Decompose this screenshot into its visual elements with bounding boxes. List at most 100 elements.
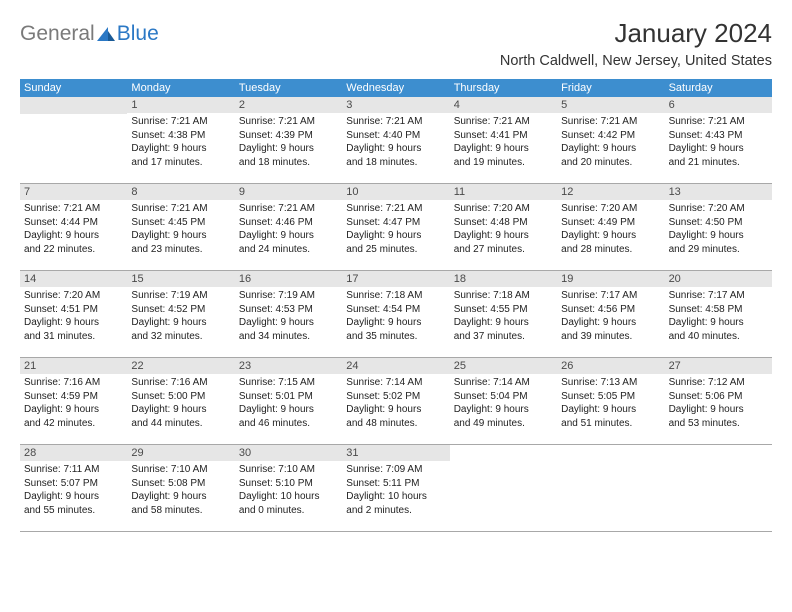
week-row: 7Sunrise: 7:21 AMSunset: 4:44 PMDaylight… xyxy=(20,184,772,271)
day-cell: 13Sunrise: 7:20 AMSunset: 4:50 PMDayligh… xyxy=(665,184,772,270)
day-info-line: Sunset: 4:58 PM xyxy=(669,303,768,317)
day-info-line: and 20 minutes. xyxy=(561,156,660,170)
header: General Blue January 2024 North Caldwell… xyxy=(20,18,772,69)
day-info-line: Sunrise: 7:12 AM xyxy=(669,376,768,390)
day-cell: 28Sunrise: 7:11 AMSunset: 5:07 PMDayligh… xyxy=(20,445,127,531)
day-number: 14 xyxy=(20,271,127,287)
day-info-line: Daylight: 9 hours xyxy=(131,490,230,504)
logo-general: General xyxy=(20,22,95,46)
day-info-line: Sunrise: 7:14 AM xyxy=(346,376,445,390)
day-info-line: Daylight: 9 hours xyxy=(346,229,445,243)
day-info-line: Daylight: 9 hours xyxy=(239,229,338,243)
day-cell: 30Sunrise: 7:10 AMSunset: 5:10 PMDayligh… xyxy=(235,445,342,531)
day-info-line: Sunrise: 7:21 AM xyxy=(454,115,553,129)
day-cell: 20Sunrise: 7:17 AMSunset: 4:58 PMDayligh… xyxy=(665,271,772,357)
day-number: 31 xyxy=(342,445,449,461)
day-number: 28 xyxy=(20,445,127,461)
day-cell: 7Sunrise: 7:21 AMSunset: 4:44 PMDaylight… xyxy=(20,184,127,270)
day-info-line: Sunset: 5:11 PM xyxy=(346,477,445,491)
day-info-line: Sunset: 5:02 PM xyxy=(346,390,445,404)
day-cell: 24Sunrise: 7:14 AMSunset: 5:02 PMDayligh… xyxy=(342,358,449,444)
day-info-line: Daylight: 9 hours xyxy=(561,316,660,330)
day-info-line: and 42 minutes. xyxy=(24,417,123,431)
day-number: 11 xyxy=(450,184,557,200)
day-number: 17 xyxy=(342,271,449,287)
day-cell: 1Sunrise: 7:21 AMSunset: 4:38 PMDaylight… xyxy=(127,97,234,183)
day-cell: 18Sunrise: 7:18 AMSunset: 4:55 PMDayligh… xyxy=(450,271,557,357)
day-info-line: Sunset: 4:51 PM xyxy=(24,303,123,317)
day-info-line: Sunset: 4:49 PM xyxy=(561,216,660,230)
day-info-line: Sunrise: 7:14 AM xyxy=(454,376,553,390)
day-info-line: Sunset: 5:01 PM xyxy=(239,390,338,404)
day-cell: 6Sunrise: 7:21 AMSunset: 4:43 PMDaylight… xyxy=(665,97,772,183)
day-info-line: Sunrise: 7:21 AM xyxy=(239,202,338,216)
day-info-line: and 18 minutes. xyxy=(346,156,445,170)
day-info-line: Daylight: 9 hours xyxy=(24,229,123,243)
day-cell xyxy=(20,97,127,183)
day-info-line: and 48 minutes. xyxy=(346,417,445,431)
day-number: 24 xyxy=(342,358,449,374)
day-info-line: and 53 minutes. xyxy=(669,417,768,431)
day-info-line: Sunset: 4:55 PM xyxy=(454,303,553,317)
day-info-line: Sunrise: 7:20 AM xyxy=(454,202,553,216)
day-info-line: Sunrise: 7:18 AM xyxy=(454,289,553,303)
day-info-line: and 28 minutes. xyxy=(561,243,660,257)
month-title: January 2024 xyxy=(500,18,772,49)
day-info-line: and 37 minutes. xyxy=(454,330,553,344)
day-number: 10 xyxy=(342,184,449,200)
day-cell: 31Sunrise: 7:09 AMSunset: 5:11 PMDayligh… xyxy=(342,445,449,531)
day-info-line: Sunset: 4:40 PM xyxy=(346,129,445,143)
day-info-line: Sunset: 4:56 PM xyxy=(561,303,660,317)
day-info-line: and 21 minutes. xyxy=(669,156,768,170)
day-info-line: Sunset: 4:53 PM xyxy=(239,303,338,317)
week-row: 28Sunrise: 7:11 AMSunset: 5:07 PMDayligh… xyxy=(20,445,772,532)
day-info-line: Daylight: 10 hours xyxy=(239,490,338,504)
day-info-line: and 17 minutes. xyxy=(131,156,230,170)
day-info-line: and 29 minutes. xyxy=(669,243,768,257)
day-cell: 21Sunrise: 7:16 AMSunset: 4:59 PMDayligh… xyxy=(20,358,127,444)
day-info-line: Sunset: 5:04 PM xyxy=(454,390,553,404)
day-info-line: Sunset: 4:45 PM xyxy=(131,216,230,230)
day-info-line: Sunrise: 7:15 AM xyxy=(239,376,338,390)
day-info-line: Daylight: 9 hours xyxy=(239,142,338,156)
day-info-line: Sunset: 5:06 PM xyxy=(669,390,768,404)
day-info-line: Sunset: 4:52 PM xyxy=(131,303,230,317)
day-info-line: Sunrise: 7:19 AM xyxy=(131,289,230,303)
day-info-line: and 55 minutes. xyxy=(24,504,123,518)
day-info-line: and 31 minutes. xyxy=(24,330,123,344)
day-info-line: and 40 minutes. xyxy=(669,330,768,344)
day-info-line: Sunrise: 7:21 AM xyxy=(346,202,445,216)
day-number: 7 xyxy=(20,184,127,200)
day-number: 30 xyxy=(235,445,342,461)
day-info-line: Daylight: 9 hours xyxy=(239,316,338,330)
day-info-line: Sunrise: 7:19 AM xyxy=(239,289,338,303)
day-number: 8 xyxy=(127,184,234,200)
day-info-line: and 22 minutes. xyxy=(24,243,123,257)
day-info-line: Daylight: 9 hours xyxy=(131,142,230,156)
day-info-line: Sunset: 5:05 PM xyxy=(561,390,660,404)
day-info-line: Sunrise: 7:09 AM xyxy=(346,463,445,477)
day-info-line: Daylight: 9 hours xyxy=(561,142,660,156)
day-info-line: Daylight: 9 hours xyxy=(346,316,445,330)
day-cell: 15Sunrise: 7:19 AMSunset: 4:52 PMDayligh… xyxy=(127,271,234,357)
day-info-line: Sunset: 4:54 PM xyxy=(346,303,445,317)
day-info-line: Daylight: 9 hours xyxy=(24,316,123,330)
day-info-line: and 58 minutes. xyxy=(131,504,230,518)
weekday-mon: Monday xyxy=(127,79,234,97)
day-number: 22 xyxy=(127,358,234,374)
day-info-line: and 46 minutes. xyxy=(239,417,338,431)
weekday-tue: Tuesday xyxy=(235,79,342,97)
day-cell xyxy=(557,445,664,531)
day-info-line: Daylight: 9 hours xyxy=(669,229,768,243)
day-info-line: Daylight: 9 hours xyxy=(454,403,553,417)
day-number: 13 xyxy=(665,184,772,200)
day-info-line: and 23 minutes. xyxy=(131,243,230,257)
day-info-line: Sunrise: 7:20 AM xyxy=(669,202,768,216)
day-cell: 9Sunrise: 7:21 AMSunset: 4:46 PMDaylight… xyxy=(235,184,342,270)
day-info-line: Sunrise: 7:17 AM xyxy=(561,289,660,303)
day-info-line: Sunrise: 7:20 AM xyxy=(561,202,660,216)
day-number: 29 xyxy=(127,445,234,461)
day-info-line: Daylight: 9 hours xyxy=(239,403,338,417)
day-cell: 25Sunrise: 7:14 AMSunset: 5:04 PMDayligh… xyxy=(450,358,557,444)
day-number: 18 xyxy=(450,271,557,287)
